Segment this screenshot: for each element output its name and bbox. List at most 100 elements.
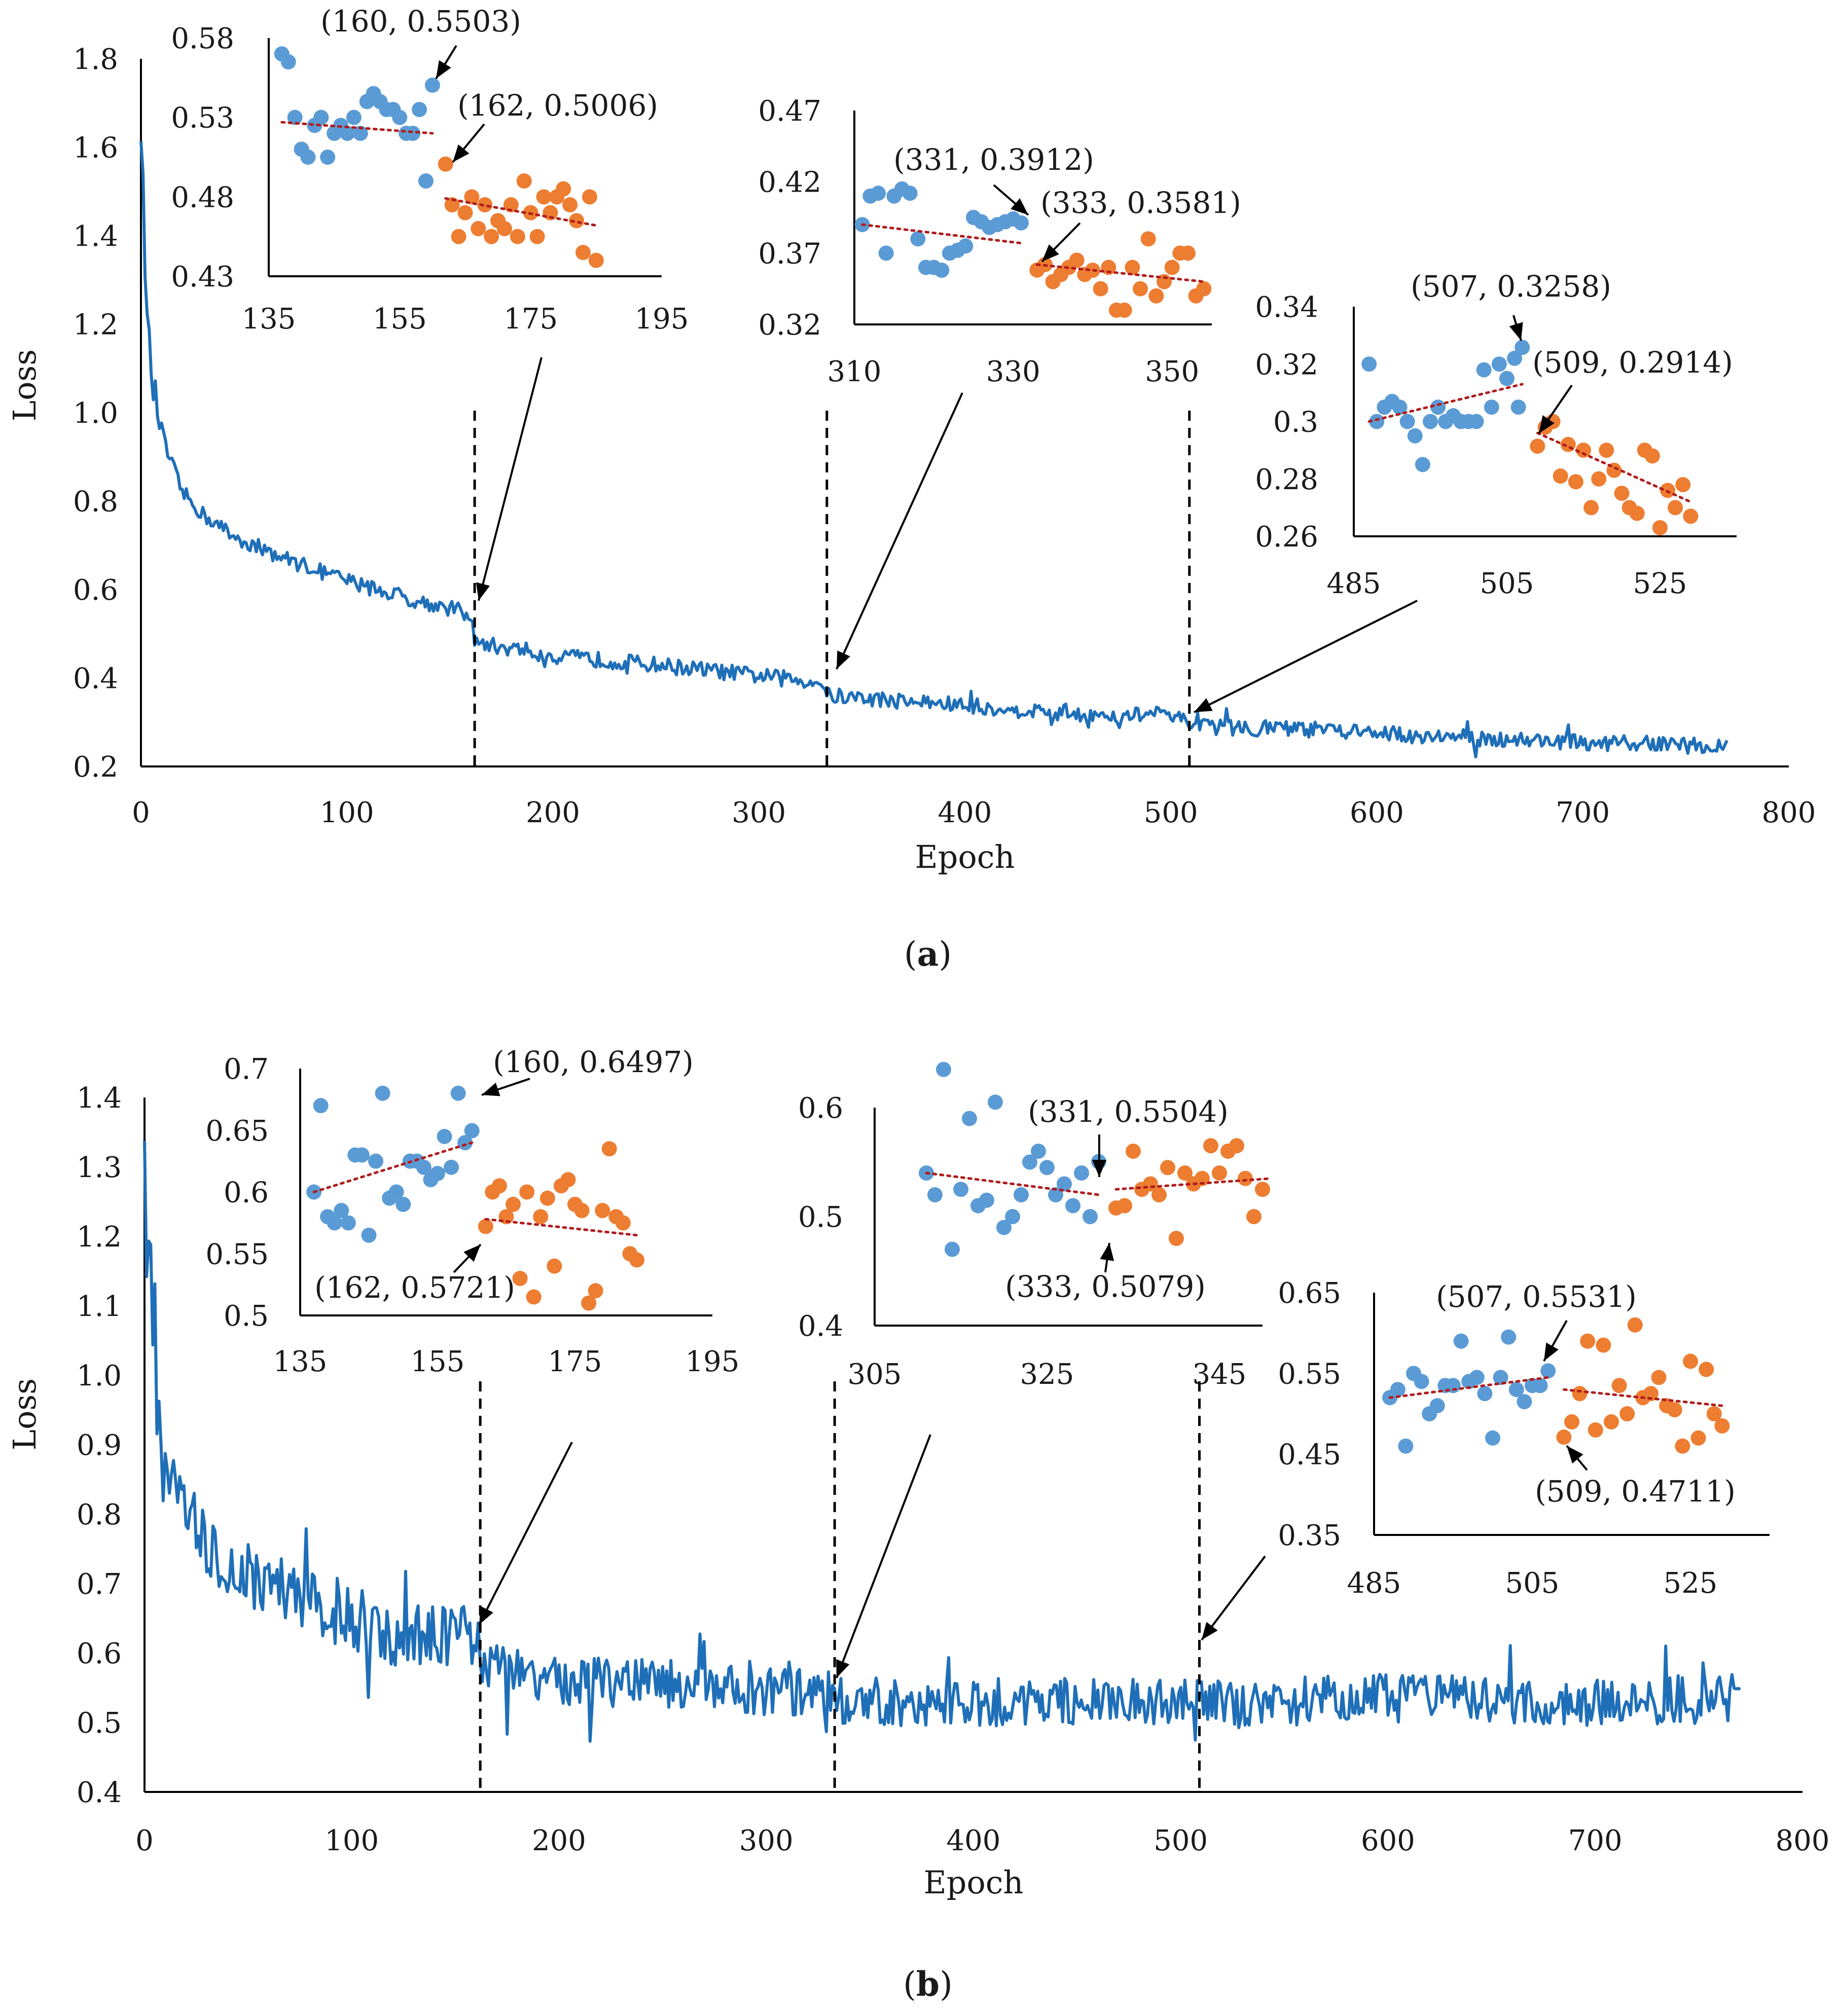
inset-blue-point xyxy=(988,1094,1003,1110)
inset-y-tick-label: 0.32 xyxy=(758,309,821,342)
y-tick-label: 1.1 xyxy=(77,1290,122,1323)
inset-blue-point xyxy=(280,54,296,69)
inset-connector-arrow-2 xyxy=(836,1434,931,1678)
inset-blue-point xyxy=(1476,362,1492,378)
inset-annotation-orange-arrow-head xyxy=(1539,415,1555,433)
y-tick-label: 1.8 xyxy=(73,43,118,76)
inset-orange-point xyxy=(533,1209,549,1225)
inset-orange-point xyxy=(506,1196,521,1212)
inset-blue-point xyxy=(1083,1209,1098,1224)
inset-blue-point xyxy=(945,1241,960,1257)
inset-annotation-orange: (509, 0.4711) xyxy=(1535,1474,1736,1509)
inset-orange-point xyxy=(1116,302,1132,318)
inset-orange-point xyxy=(1699,1362,1714,1377)
inset-y-tick-label: 0.32 xyxy=(1255,348,1318,381)
inset-orange-point xyxy=(526,1289,542,1305)
inset-x-tick-label: 485 xyxy=(1327,567,1381,600)
inset-y-tick-label: 0.53 xyxy=(171,102,234,135)
inset-y-tick-label: 0.6 xyxy=(798,1092,843,1125)
inset-blue-point xyxy=(416,1159,431,1175)
inset-x-tick-label: 175 xyxy=(503,303,558,336)
x-tick-label: 500 xyxy=(1144,796,1198,829)
inset-y-tick-label: 0.55 xyxy=(1278,1358,1341,1390)
inset-x-tick-label: 525 xyxy=(1664,1567,1718,1600)
inset-orange-point xyxy=(536,189,552,205)
inset-blue-point xyxy=(996,1220,1012,1235)
inset-orange-point xyxy=(569,213,585,229)
inset-annotation-orange: (509, 0.2914) xyxy=(1532,345,1733,380)
inset-orange-trendline xyxy=(1562,1388,1723,1407)
inset-a-2: 310 330 350 0.32 0.37 0.42 0.47 (331, 0.3912) (3… xyxy=(758,95,1241,388)
x-tick-label: 100 xyxy=(320,796,374,829)
inset-orange-point xyxy=(1093,281,1108,297)
inset-blue-point xyxy=(346,109,362,125)
inset-annotation-orange-arrow-head xyxy=(1042,244,1059,262)
x-tick-label: 700 xyxy=(1568,1824,1622,1857)
inset-blue-point xyxy=(430,1165,445,1181)
x-tick-label: 0 xyxy=(132,796,150,829)
inset-orange-point xyxy=(1683,508,1699,524)
inset-blue-point xyxy=(1022,1154,1037,1170)
inset-y-tick-label: 0.5 xyxy=(798,1201,843,1234)
inset-y-tick-label: 0.45 xyxy=(1278,1439,1341,1472)
x-tick-label: 600 xyxy=(1361,1824,1415,1857)
inset-orange-point xyxy=(471,221,486,236)
inset-y-tick-label: 0.5 xyxy=(224,1300,269,1333)
inset-orange-point xyxy=(1651,1370,1667,1385)
caption-a: (a) xyxy=(904,934,952,974)
inset-blue-point xyxy=(1048,1187,1063,1202)
inset-blue-point xyxy=(1057,1176,1072,1192)
inset-x-tick-label: 330 xyxy=(986,355,1040,388)
inset-orange-point xyxy=(478,1219,493,1234)
inset-x-tick-label: 135 xyxy=(273,1345,328,1378)
inset-blue-point xyxy=(450,1085,466,1101)
inset-y-tick-label: 0.37 xyxy=(758,237,821,270)
inset-y-tick-label: 0.43 xyxy=(171,261,234,294)
inset-annotation-blue: (507, 0.5531) xyxy=(1436,1279,1637,1314)
inset-blue-point xyxy=(979,1192,994,1208)
x-tick-label: 0 xyxy=(135,1824,154,1857)
inset-orange-point xyxy=(1576,443,1591,458)
inset-orange-point xyxy=(1583,500,1599,516)
inset-blue-point xyxy=(936,1061,951,1077)
inset-y-tick-label: 0.65 xyxy=(1278,1277,1341,1310)
inset-blue-point xyxy=(958,238,973,254)
inset-annotation-blue-arrow-head xyxy=(1544,1342,1559,1361)
inset-blue-point xyxy=(1517,1394,1532,1410)
inset-annotation-orange: (162, 0.5721) xyxy=(314,1270,515,1305)
inset-x-tick-label: 175 xyxy=(548,1345,602,1378)
inset-annotation-orange: (333, 0.3581) xyxy=(1040,186,1241,220)
inset-y-tick-label: 0.7 xyxy=(224,1053,269,1086)
inset-orange-point xyxy=(1169,1231,1184,1246)
inset-blue-point xyxy=(424,78,440,93)
inset-blue-point xyxy=(444,1159,459,1175)
inset-orange-point xyxy=(1604,1414,1619,1429)
inset-connector-arrow-3 xyxy=(1194,600,1418,713)
inset-annotation-blue: (160, 0.5503) xyxy=(320,4,521,39)
inset-b-2: 305 325 345 0.4 0.5 0.6 (331, 0.5504) (333, 0.5… xyxy=(798,1061,1273,1391)
y-tick-label: 1.4 xyxy=(77,1082,122,1115)
y-tick-label: 0.6 xyxy=(73,574,118,607)
inset-connector-arrow-2 xyxy=(836,392,963,670)
x-tick-label: 800 xyxy=(1776,1824,1830,1857)
inset-x-tick-label: 325 xyxy=(1020,1358,1074,1391)
inset-x-tick-label: 505 xyxy=(1505,1567,1560,1600)
inset-orange-point xyxy=(1675,1438,1690,1454)
inset-blue-point xyxy=(1390,1382,1405,1398)
inset-blue-point xyxy=(464,1123,480,1139)
inset-blue-point xyxy=(1005,1209,1020,1224)
inset-blue-point xyxy=(437,1128,452,1144)
inset-orange-point xyxy=(1629,505,1645,521)
inset-blue-point xyxy=(1429,1398,1445,1414)
inset-connector-arrow-2-head xyxy=(836,1659,850,1678)
inset-orange-point xyxy=(1611,1378,1627,1394)
inset-orange-point xyxy=(615,1215,631,1231)
inset-connector-arrow-2-head xyxy=(837,650,850,669)
inset-annotation-blue-arrow-head xyxy=(1509,322,1523,341)
inset-orange-point xyxy=(1212,1165,1227,1181)
inset-blue-trendline xyxy=(925,1171,1100,1196)
inset-orange-point xyxy=(1196,281,1212,297)
inset-blue-point xyxy=(405,126,421,141)
inset-orange-point xyxy=(1690,1430,1706,1446)
